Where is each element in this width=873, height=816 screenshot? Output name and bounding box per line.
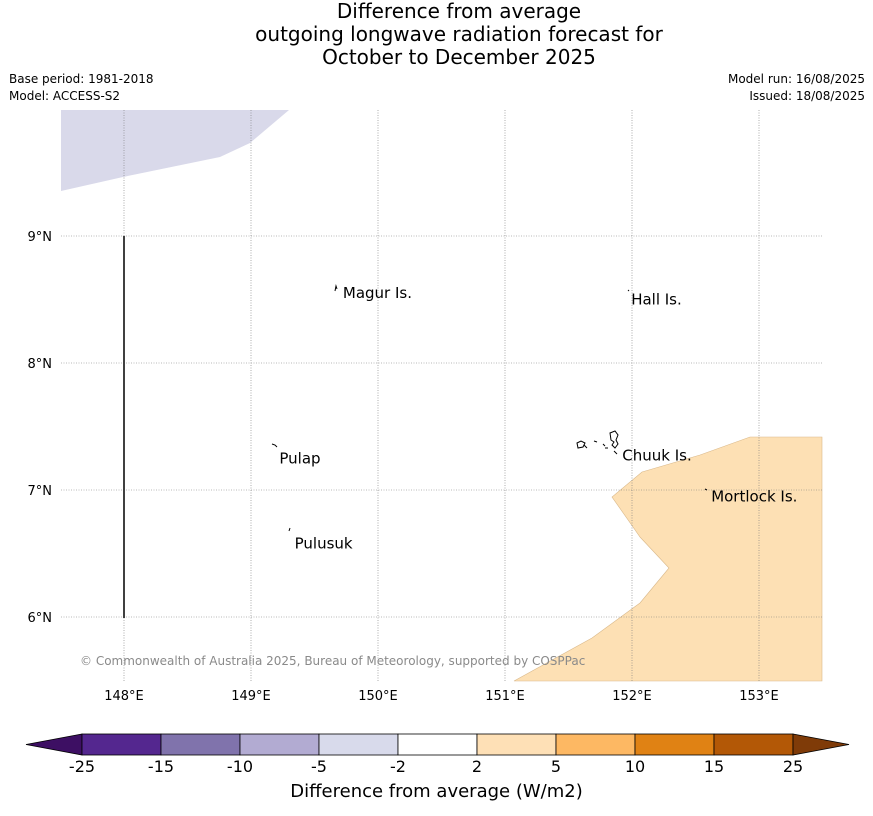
island-pulap bbox=[271, 443, 278, 448]
model-name: Model: ACCESS-S2 bbox=[9, 89, 121, 103]
lon-tick-label: 153°E bbox=[739, 689, 779, 704]
colorbar-tick-label: 15 bbox=[703, 757, 725, 776]
colorbar-tick-label: 5 bbox=[550, 757, 562, 776]
title-line-3: October to December 2025 bbox=[322, 45, 596, 69]
island-magur bbox=[334, 284, 338, 292]
island-hall bbox=[627, 289, 630, 292]
colorbar-segment bbox=[318, 733, 399, 756]
title-line-1: Difference from average bbox=[336, 0, 582, 23]
colorbar-segment bbox=[713, 733, 794, 756]
axis-labels: 148°E 149°E 150°E 151°E 152°E 153°E 9°N 8°N 7°N 6… bbox=[28, 230, 779, 704]
place-labels: Magur Is. Hall Is. Pulap Chuuk Is. Mortlock … bbox=[279, 284, 797, 552]
lat-tick-label: 9°N bbox=[28, 230, 53, 245]
colorbar-tick-label: -25 bbox=[68, 757, 96, 776]
colorbar-tick-label: 25 bbox=[782, 757, 804, 776]
colorbar-segment bbox=[476, 733, 557, 756]
colorbar-segment bbox=[81, 733, 162, 756]
lon-tick-label: 148°E bbox=[104, 689, 144, 704]
place-label: Mortlock Is. bbox=[711, 487, 797, 505]
place-label: Pulap bbox=[279, 449, 320, 467]
lon-tick-label: 150°E bbox=[358, 689, 398, 704]
model-run: Model run: 16/08/2025 bbox=[727, 72, 865, 86]
meta-left: Base period: 1981-2018 Model: ACCESS-S2 bbox=[9, 71, 154, 105]
colorbar-tick-label: -5 bbox=[311, 757, 327, 776]
colorbar-segment bbox=[239, 733, 320, 756]
lat-tick-label: 8°N bbox=[28, 357, 53, 372]
region-positive-anomaly bbox=[513, 436, 823, 682]
colorbar-tick-label: -10 bbox=[226, 757, 254, 776]
place-label: Pulusuk bbox=[295, 534, 353, 552]
island-mortlock bbox=[704, 488, 708, 491]
colorbar-extend-low bbox=[25, 733, 83, 756]
lon-tick-label: 151°E bbox=[485, 689, 525, 704]
island-pulusuk bbox=[288, 527, 291, 532]
colorbar-segment bbox=[160, 733, 241, 756]
lat-tick-label: 7°N bbox=[28, 484, 53, 499]
colorbar-tick-label: -2 bbox=[390, 757, 406, 776]
colorbar-tick-label: -15 bbox=[147, 757, 175, 776]
colorbar-tick-label: 10 bbox=[624, 757, 646, 776]
colorbar-title: Difference from average (W/m2) bbox=[290, 781, 583, 802]
meta-right: Model run: 16/08/2025 Issued: 18/08/2025 bbox=[728, 71, 865, 105]
map-title: Difference from average outgoing longwav… bbox=[0, 0, 873, 69]
place-label: Chuuk Is. bbox=[622, 447, 691, 465]
region-negative-anomaly bbox=[61, 110, 289, 191]
lon-tick-label: 152°E bbox=[612, 689, 652, 704]
colorbar-segment bbox=[555, 733, 636, 756]
island-chuuk bbox=[576, 430, 619, 455]
title-line-2: outgoing longwave radiation forecast for bbox=[255, 22, 663, 46]
colorbar-segment bbox=[634, 733, 715, 756]
lon-tick-label: 149°E bbox=[231, 689, 271, 704]
colorbar bbox=[25, 733, 850, 756]
colorbar-extend-high bbox=[792, 733, 850, 756]
base-period: Base period: 1981-2018 bbox=[9, 72, 154, 86]
islands bbox=[271, 284, 708, 532]
colorbar-segment bbox=[397, 733, 478, 756]
place-label: Magur Is. bbox=[343, 284, 412, 302]
lat-tick-label: 6°N bbox=[28, 611, 53, 626]
copyright-text: © Commonwealth of Australia 2025, Bureau… bbox=[80, 654, 585, 668]
colorbar-tick-label: 2 bbox=[471, 757, 483, 776]
place-label: Hall Is. bbox=[631, 291, 682, 309]
issued-date: Issued: 18/08/2025 bbox=[749, 89, 865, 103]
